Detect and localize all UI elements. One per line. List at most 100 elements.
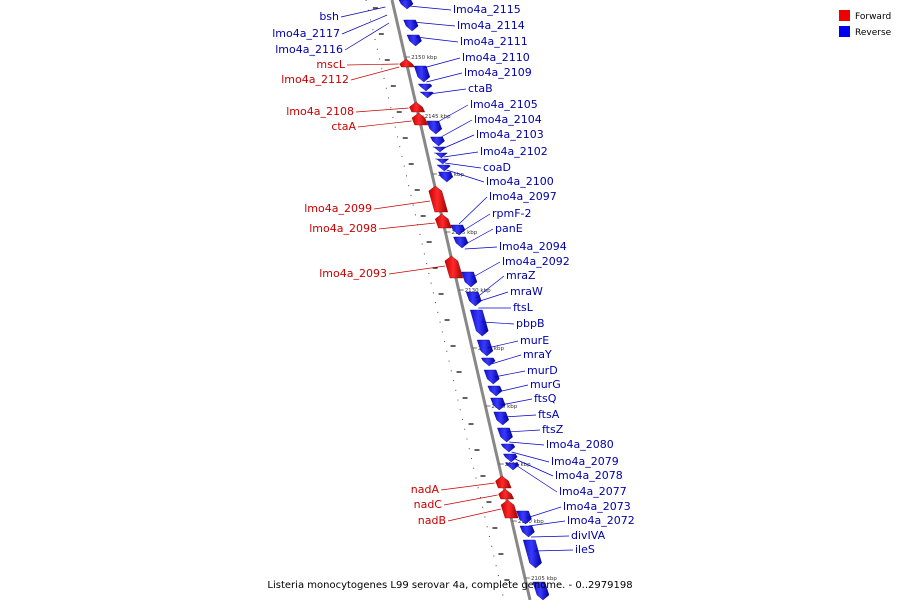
- reverse-gene-label: lmo4a_2078: [555, 469, 623, 482]
- forward-label-leader: [447, 508, 501, 522]
- reverse-gene-label: lmo4a_2072: [567, 514, 635, 527]
- reverse-gene-mark[interactable]: [434, 152, 448, 159]
- reverse-gene-label: murE: [520, 334, 549, 347]
- reverse-gene-mark[interactable]: [417, 83, 433, 92]
- reverse-gene-label: mraZ: [506, 269, 536, 282]
- forward-label-leader: [373, 200, 431, 210]
- reverse-gene-mark[interactable]: [522, 539, 542, 569]
- reverse-gene-label: lmo4a_2110: [462, 51, 530, 64]
- reverse-gene-label: murG: [530, 378, 561, 391]
- tick-label: 2130 kbp: [465, 288, 491, 294]
- genome-backbone: [390, 0, 532, 600]
- reverse-gene-mark[interactable]: [403, 19, 419, 32]
- forward-gene-label: nadB: [418, 514, 446, 527]
- tick-label: 2120 kbp: [491, 404, 517, 410]
- reverse-gene-mark[interactable]: [497, 427, 513, 443]
- forward-gene-label: lmo4a_2117: [272, 27, 340, 40]
- reverse-gene-mark[interactable]: [476, 339, 494, 357]
- forward-gene-label: lmo4a_2098: [309, 222, 377, 235]
- reverse-label-leader: [408, 5, 452, 11]
- reverse-gene-label: murD: [527, 364, 558, 377]
- reverse-label-leader: [487, 340, 519, 349]
- forward-gene-label: ctaA: [331, 120, 356, 133]
- reverse-gene-mark[interactable]: [453, 236, 469, 249]
- reverse-gene-label: ctaB: [468, 82, 493, 95]
- reverse-label-leader: [446, 169, 485, 183]
- forward-gene-mark[interactable]: [495, 475, 512, 489]
- reverse-gene-mark[interactable]: [490, 397, 506, 411]
- reverse-label-leader: [435, 104, 469, 124]
- reverse-gene-label: panE: [495, 222, 523, 235]
- reverse-gene-label: lmo4a_2077: [559, 485, 627, 498]
- forward-label-leader: [341, 14, 388, 35]
- reverse-label-leader: [514, 463, 558, 493]
- forward-gene-mark[interactable]: [498, 488, 515, 500]
- reverse-label-leader: [443, 151, 479, 158]
- genome-caption: Listeria monocytogenes L99 serovar 4a, c…: [267, 580, 632, 591]
- forward-label-leader: [340, 6, 386, 18]
- reverse-gene-mark[interactable]: [487, 385, 503, 397]
- reverse-label-leader: [497, 384, 529, 393]
- reverse-gene-mark[interactable]: [426, 120, 443, 135]
- reverse-gene-mark[interactable]: [470, 309, 489, 337]
- tick-label: 2110 kbp: [518, 519, 544, 525]
- forward-gene-mark[interactable]: [434, 213, 452, 229]
- forward-gene-label: mscL: [316, 58, 345, 71]
- forward-gene-label: nadA: [411, 483, 440, 496]
- reverse-gene-mark[interactable]: [516, 510, 532, 525]
- reverse-gene-mark[interactable]: [532, 581, 550, 600]
- reverse-gene-mark[interactable]: [398, 0, 414, 10]
- forward-gene-label: lmo4a_2099: [304, 202, 372, 215]
- reverse-gene-mark[interactable]: [503, 453, 518, 463]
- reverse-gene-mark[interactable]: [450, 224, 466, 236]
- forward-gene-group: [399, 58, 519, 519]
- reverse-gene-label: lmo4a_2109: [464, 66, 532, 79]
- legend: Forward Reverse: [839, 10, 892, 38]
- reverse-gene-label: ftsZ: [542, 423, 564, 436]
- reverse-gene-mark[interactable]: [435, 158, 450, 165]
- forward-gene-label: lmo4a_2093: [319, 267, 387, 280]
- forward-gene-mark[interactable]: [411, 112, 429, 126]
- reverse-gene-mark[interactable]: [438, 171, 454, 183]
- reverse-label-leader: [526, 506, 562, 519]
- forward-gene-mark[interactable]: [399, 58, 415, 68]
- reverse-label-leader: [439, 119, 473, 139]
- forward-label-leader: [357, 120, 412, 128]
- reverse-label-leader: [481, 321, 515, 325]
- reverse-gene-mark[interactable]: [483, 369, 500, 385]
- reverse-gene-mark[interactable]: [465, 291, 482, 307]
- forward-gene-mark[interactable]: [500, 499, 519, 519]
- reverse-gene-mark[interactable]: [519, 525, 535, 538]
- reverse-gene-mark[interactable]: [436, 164, 451, 172]
- forward-gene-mark[interactable]: [409, 101, 426, 113]
- reverse-gene-mark[interactable]: [500, 443, 516, 453]
- reverse-label-leader: [458, 196, 488, 225]
- forward-label-leader: [344, 22, 390, 51]
- reverse-gene-label: lmo4a_2111: [460, 35, 528, 48]
- forward-gene-label: lmo4a_2112: [281, 73, 349, 86]
- reverse-gene-label: lmo4a_2103: [476, 128, 544, 141]
- reverse-gene-label: pbpB: [516, 317, 545, 330]
- reverse-gene-mark[interactable]: [461, 271, 478, 288]
- forward-label-leader: [346, 63, 399, 66]
- reverse-gene-mark[interactable]: [413, 65, 431, 83]
- forward-gene-mark[interactable]: [428, 185, 449, 213]
- reverse-gene-label: divIVA: [571, 529, 606, 542]
- reverse-label-group: lmo4a_2115 lmo4a_2114 lmo4a_2111 lmo4a_2110…: [408, 3, 635, 556]
- reverse-label-leader: [476, 291, 509, 303]
- reverse-label-leader: [412, 21, 456, 27]
- reverse-label-leader: [534, 549, 574, 552]
- forward-gene-mark[interactable]: [444, 255, 464, 279]
- reverse-gene-mark[interactable]: [493, 411, 509, 426]
- reverse-gene-label: lmo4a_2079: [551, 455, 619, 468]
- reverse-gene-label: mraW: [510, 285, 543, 298]
- reverse-gene-label: mraY: [523, 348, 552, 361]
- reverse-label-leader: [491, 354, 522, 365]
- reverse-gene-mark[interactable]: [419, 91, 434, 99]
- reverse-gene-label: lmo4a_2094: [499, 240, 567, 253]
- reverse-gene-mark[interactable]: [430, 136, 445, 147]
- reverse-label-leader: [423, 57, 461, 69]
- reverse-gene-label: rpmF-2: [492, 207, 532, 220]
- reverse-gene-mark[interactable]: [480, 357, 496, 367]
- reverse-gene-mark[interactable]: [406, 34, 422, 47]
